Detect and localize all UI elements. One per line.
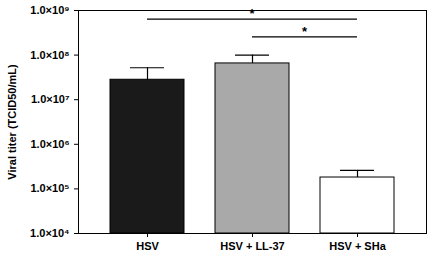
svg-text:1.0×10⁴: 1.0×10⁴ (30, 227, 69, 239)
svg-text:*: * (302, 24, 308, 39)
svg-text:1.0×10⁵: 1.0×10⁵ (30, 182, 69, 194)
svg-text:Viral titer (TCID50/mL): Viral titer (TCID50/mL) (6, 64, 18, 180)
svg-text:1.0×10⁷: 1.0×10⁷ (31, 93, 70, 105)
svg-text:*: * (249, 6, 255, 21)
svg-text:1.0×10⁶: 1.0×10⁶ (30, 138, 69, 150)
svg-text:1.0×10⁸: 1.0×10⁸ (30, 49, 69, 61)
svg-text:1.0×10⁹: 1.0×10⁹ (30, 4, 69, 16)
svg-text:HSV + LL-37: HSV + LL-37 (220, 240, 285, 252)
svg-text:HSV: HSV (136, 240, 159, 252)
svg-text:HSV + SHa: HSV + SHa (329, 240, 386, 252)
